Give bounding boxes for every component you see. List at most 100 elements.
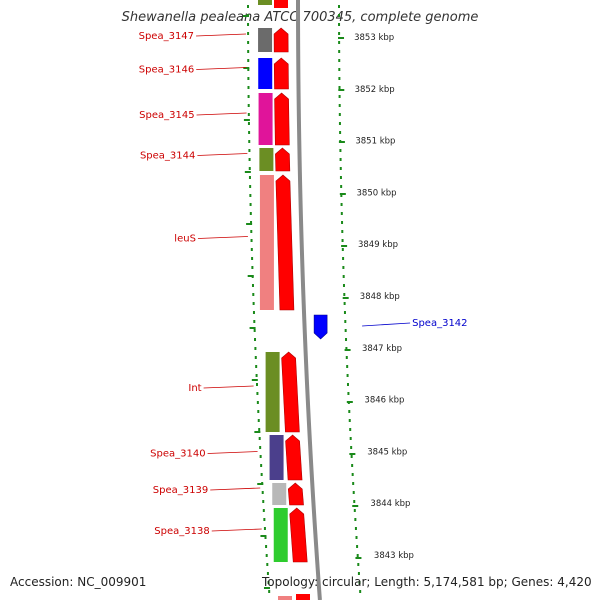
right-tick <box>338 77 341 80</box>
right-tick <box>343 293 346 296</box>
right-tick <box>338 14 341 17</box>
left-tick <box>248 158 251 161</box>
left-major-tick <box>246 223 253 225</box>
right-tick <box>346 383 349 386</box>
right-tick <box>340 194 343 197</box>
gene-arrow[interactable] <box>289 507 308 563</box>
right-tick <box>340 212 343 215</box>
left-tick <box>247 5 249 8</box>
right-tick <box>356 554 359 557</box>
gene-arrow <box>296 594 310 600</box>
left-tick <box>259 455 262 458</box>
right-tick <box>339 176 342 179</box>
kbp-label: 3853 kbp <box>354 33 394 43</box>
left-tick <box>250 248 253 251</box>
gene-arrow[interactable] <box>281 351 300 433</box>
accession-text: Accession: NC_009901 <box>10 575 147 589</box>
gene-arrow[interactable] <box>274 92 290 146</box>
gene-leader-line <box>196 33 247 37</box>
left-tick <box>247 113 250 116</box>
right-tick <box>340 203 343 206</box>
gene-label[interactable]: leuS <box>174 234 196 245</box>
left-tick <box>247 68 250 71</box>
left-tick <box>256 401 259 404</box>
right-tick <box>344 329 347 332</box>
left-tick <box>250 230 253 233</box>
gene-arrow[interactable] <box>313 314 328 340</box>
gene-arrow[interactable] <box>273 57 289 90</box>
left-tick <box>248 167 251 170</box>
right-tick <box>338 59 341 62</box>
right-tick <box>338 95 341 98</box>
right-tick <box>345 356 348 359</box>
right-major-tick <box>341 245 348 247</box>
gene-label[interactable]: Spea_3140 <box>150 449 205 460</box>
gene-leader-line <box>196 112 247 116</box>
left-tick <box>255 374 258 377</box>
right-tick <box>341 239 344 242</box>
gene-label[interactable]: Spea_3145 <box>139 110 194 121</box>
gene-label[interactable]: Spea_3146 <box>139 65 194 76</box>
right-tick <box>338 50 341 53</box>
left-tick <box>260 464 263 467</box>
kbp-label: 3847 kbp <box>362 344 402 354</box>
right-tick <box>359 590 362 593</box>
left-major-tick <box>263 587 270 589</box>
left-tick <box>247 104 250 107</box>
kbp-label: 3848 kbp <box>360 292 400 302</box>
left-tick-marks <box>243 5 271 593</box>
gene-arrow[interactable] <box>273 27 289 53</box>
right-tick <box>349 428 352 431</box>
right-major-tick <box>339 193 346 195</box>
left-tick <box>262 509 265 512</box>
kbp-label: 3844 kbp <box>370 499 410 509</box>
left-tick <box>252 293 255 296</box>
gene-leader-line <box>211 528 262 532</box>
right-tick <box>339 158 342 161</box>
left-tick <box>247 86 250 89</box>
right-tick <box>342 257 345 260</box>
right-tick <box>339 149 342 152</box>
left-tick <box>247 41 250 44</box>
left-major-tick <box>257 483 264 485</box>
left-tick <box>254 338 257 341</box>
gene-label[interactable]: Spea_3138 <box>154 526 209 537</box>
gene-leader-line <box>197 236 248 239</box>
right-tick <box>343 302 346 305</box>
right-tick-marks <box>338 5 362 593</box>
gene-color-box <box>272 483 287 505</box>
gene-label[interactable]: Spea_3142 <box>412 318 467 329</box>
left-tick <box>251 284 254 287</box>
left-tick <box>255 365 258 368</box>
right-tick <box>349 437 352 440</box>
left-tick <box>258 437 261 440</box>
right-major-tick <box>344 349 351 351</box>
right-major-tick <box>346 401 353 403</box>
right-tick <box>341 221 344 224</box>
right-tick <box>339 167 342 170</box>
left-tick <box>265 554 268 557</box>
right-tick <box>342 275 345 278</box>
left-tick <box>254 347 257 350</box>
kbp-label: 3843 kbp <box>374 551 414 561</box>
gene-label[interactable]: Spea_3144 <box>140 151 195 162</box>
right-tick <box>355 536 358 539</box>
left-major-tick <box>254 431 261 433</box>
gene-label[interactable]: Spea_3139 <box>153 485 208 496</box>
gene-label[interactable]: Spea_3147 <box>139 31 194 42</box>
gene-label[interactable]: Int <box>188 383 201 394</box>
right-major-tick <box>349 453 356 455</box>
right-major-tick <box>338 37 345 39</box>
gene-leader-line <box>362 322 411 327</box>
left-major-tick <box>243 67 250 69</box>
gene-arrow[interactable] <box>275 147 291 172</box>
left-tick <box>258 428 261 431</box>
left-tick <box>247 23 250 26</box>
gene-arrow[interactable] <box>285 434 303 481</box>
left-tick <box>248 149 251 152</box>
gene-arrow[interactable] <box>275 174 295 311</box>
gene-arrow[interactable] <box>287 482 304 506</box>
left-major-tick <box>244 171 251 173</box>
kbp-label: 3846 kbp <box>364 396 404 406</box>
left-major-tick <box>251 379 258 381</box>
